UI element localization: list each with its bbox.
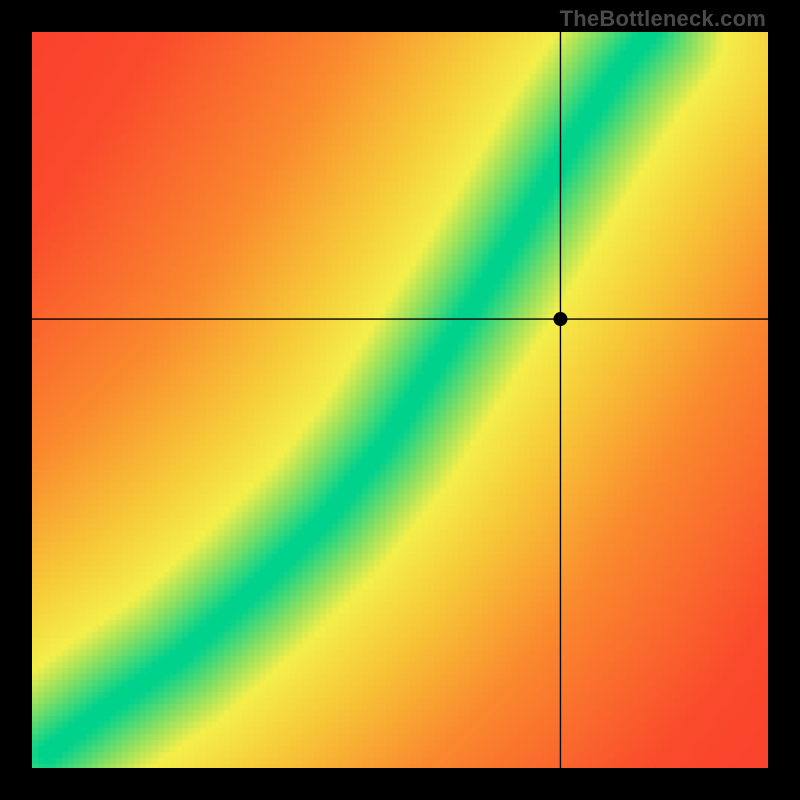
watermark-text: TheBottleneck.com bbox=[560, 6, 766, 32]
chart-overlay bbox=[32, 32, 768, 768]
marker-point bbox=[553, 312, 567, 326]
